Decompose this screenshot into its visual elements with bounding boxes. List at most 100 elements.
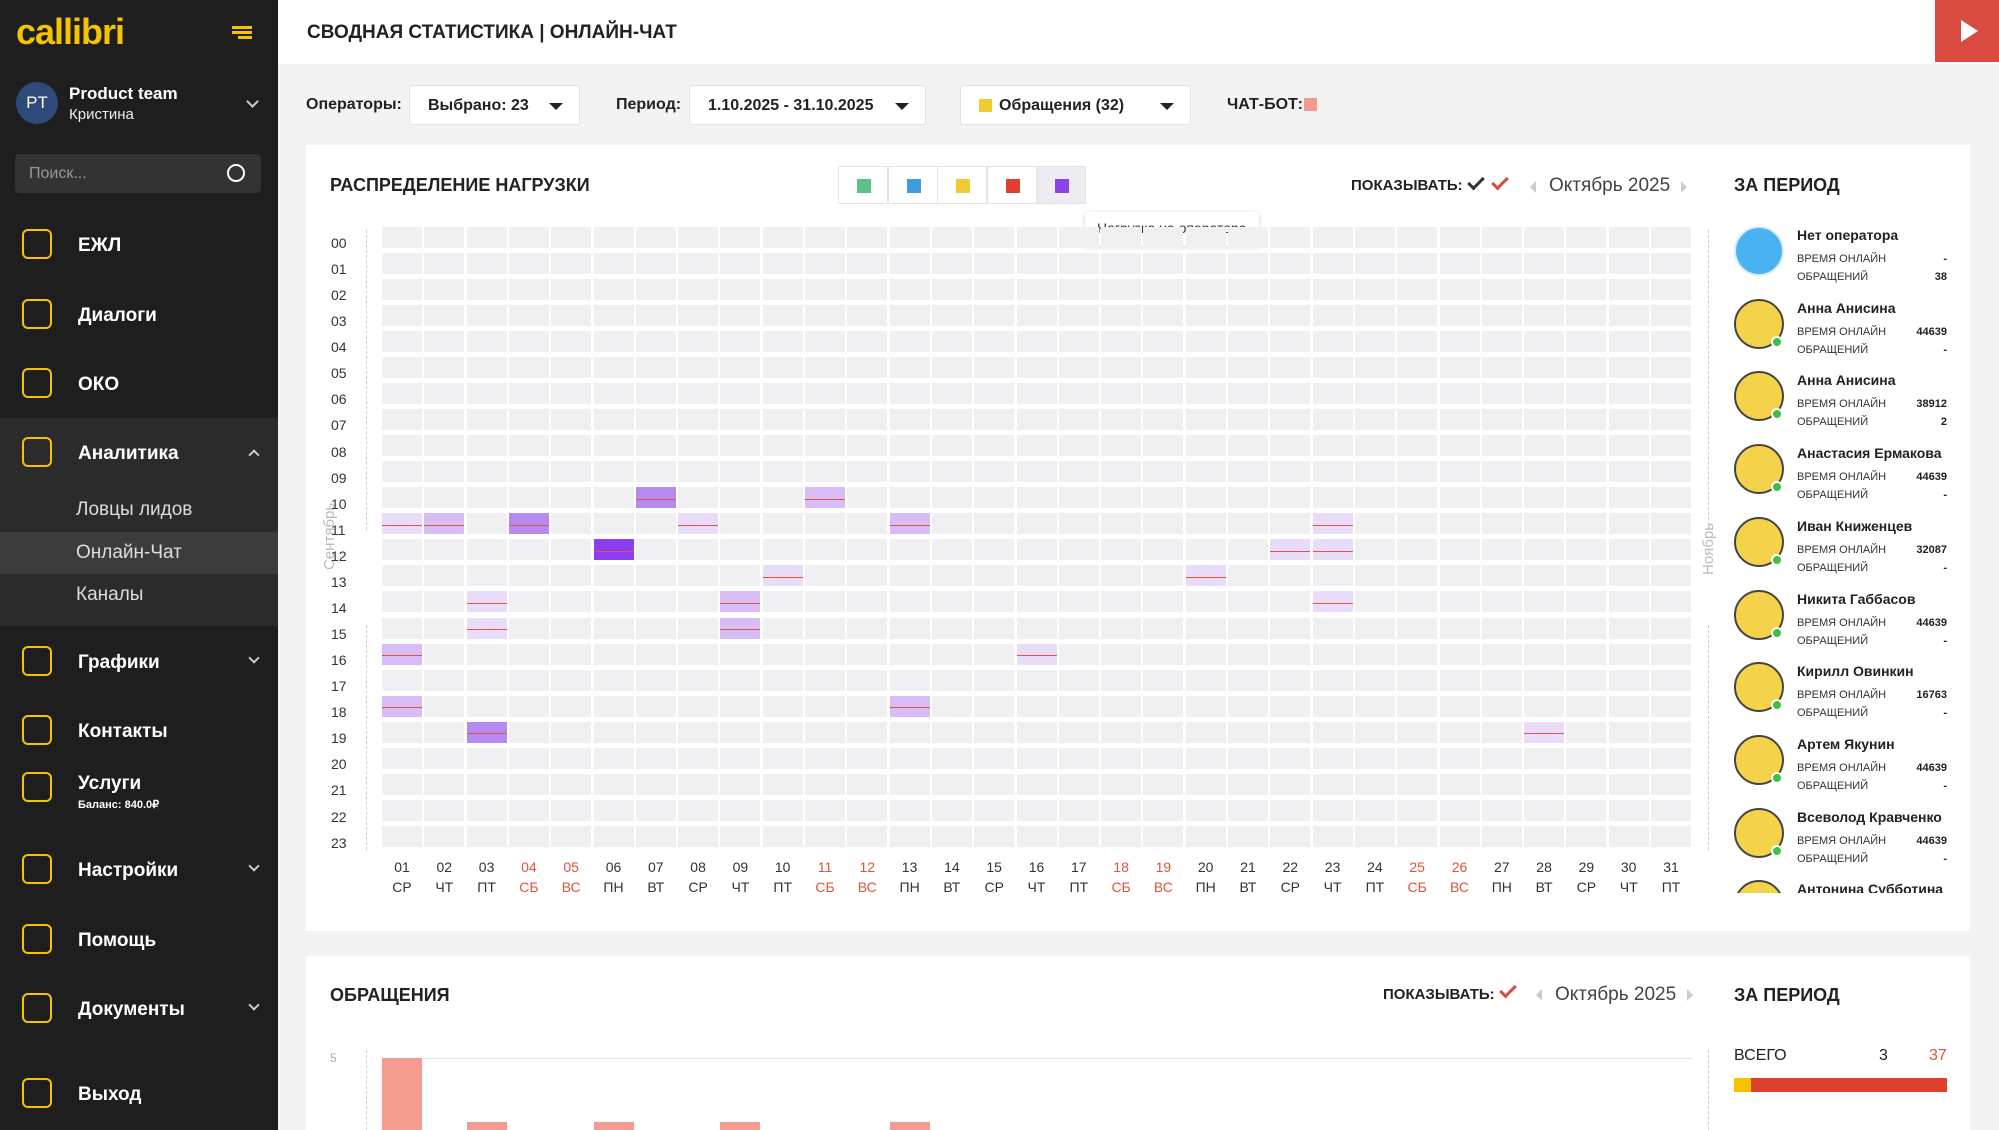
heat-cell-bg bbox=[551, 487, 592, 509]
chatbot-square[interactable] bbox=[1304, 98, 1317, 111]
menu-item[interactable]: Контакты bbox=[0, 701, 278, 761]
operator-avatar bbox=[1734, 516, 1784, 567]
operator-item[interactable]: Анна Анисина ВРЕМЯ ОНЛАЙН 38912 ОБРАЩЕНИЙ 2 bbox=[1734, 365, 1960, 437]
heat-cell-bg bbox=[1608, 278, 1649, 300]
heat-cell-bg bbox=[1058, 304, 1099, 326]
operator-item[interactable]: Анастасия Ермакова ВРЕМЯ ОНЛАЙН 44639 ОБРАЩ… bbox=[1734, 438, 1960, 510]
play-button[interactable] bbox=[1935, 0, 1999, 62]
heat-cell-bg bbox=[466, 643, 507, 665]
logo: callibri bbox=[16, 11, 125, 52]
heat-cell-bg bbox=[1397, 539, 1438, 561]
weekday-label: СБ bbox=[815, 879, 835, 895]
dropdown[interactable]: Выбрано: 23 bbox=[409, 85, 580, 125]
hour-label: 07 bbox=[331, 417, 347, 434]
heat-cell-bg bbox=[974, 487, 1015, 509]
operator-item[interactable]: Кирилл Овинкин ВРЕМЯ ОНЛАЙН 16763 ОБРАЩЕНИЙ… bbox=[1734, 656, 1960, 728]
heat-cell-bg bbox=[382, 565, 422, 587]
operator-item[interactable]: Никита Габбасов ВРЕМЯ ОНЛАЙН 44639 ОБРАЩЕНИ… bbox=[1734, 584, 1960, 656]
heat-cell-bg bbox=[382, 226, 422, 248]
menu-item[interactable]: Диалоги bbox=[0, 285, 278, 345]
heat-cell-bg bbox=[1270, 408, 1311, 430]
online-value: 44639 bbox=[1916, 616, 1947, 629]
operator-item[interactable]: Иван Книженцев ВРЕМЯ ОНЛАЙН 32087 ОБРАЩЕНИЙ… bbox=[1734, 511, 1960, 583]
heat-cell-bg bbox=[1524, 487, 1565, 509]
total-label: ВСЕГО bbox=[1734, 1047, 1787, 1064]
menu-item[interactable]: ОКО bbox=[0, 354, 278, 414]
menu-item[interactable]: Выход bbox=[0, 1064, 278, 1124]
heat-cell-bg bbox=[1185, 252, 1226, 274]
heat-cell-bg bbox=[1566, 356, 1607, 378]
heat-cell-bg bbox=[1312, 721, 1353, 743]
menu-item[interactable]: Помощь bbox=[0, 910, 278, 970]
hour-label: 01 bbox=[331, 261, 347, 278]
prev-arrow[interactable] bbox=[1536, 989, 1542, 1001]
weekday-label: ВС bbox=[561, 879, 581, 895]
heat-cell-bg bbox=[1228, 461, 1268, 483]
heat-cell-bg bbox=[974, 304, 1015, 326]
heat-cell-bg bbox=[1101, 330, 1142, 352]
check-icon[interactable] bbox=[1467, 172, 1485, 191]
submenu-item[interactable]: Каналы bbox=[76, 584, 144, 605]
heat-cell-bg bbox=[1524, 408, 1565, 430]
heat-cell-bg bbox=[1016, 721, 1057, 743]
prev-arrow[interactable] bbox=[1530, 181, 1536, 193]
heat-cell-bg bbox=[1143, 721, 1184, 743]
weekday-label: ВТ bbox=[1239, 879, 1257, 895]
heat-cell-bg bbox=[508, 435, 549, 457]
color-toggle[interactable] bbox=[838, 166, 888, 204]
heat-cell-bg bbox=[762, 721, 803, 743]
heat-cell-bg bbox=[847, 800, 888, 822]
submenu-item[interactable]: Онлайн-Чат bbox=[76, 541, 182, 563]
color-toggle[interactable] bbox=[887, 166, 938, 204]
operator-item[interactable]: Антонина СубботинаВРЕМЯ ОНЛАЙН-ОБРАЩЕНИЙ… bbox=[1734, 874, 1960, 893]
operator-item[interactable]: Нет оператора ВРЕМЯ ОНЛАЙН - ОБРАЩЕНИЙ 38 bbox=[1734, 220, 1960, 292]
heat-cell-bg bbox=[1058, 591, 1099, 613]
panel-title: ОБРАЩЕНИЯ bbox=[330, 985, 450, 1005]
color-toggle[interactable] bbox=[986, 166, 1037, 204]
hour-label: 13 bbox=[331, 573, 347, 590]
color-toggle[interactable] bbox=[937, 166, 988, 204]
heat-cell-bg bbox=[551, 800, 592, 822]
dropdown[interactable]: Обращения (32) bbox=[960, 85, 1191, 125]
online-label: ВРЕМЯ ОНЛАЙН bbox=[1797, 834, 1887, 847]
heat-cell-bg bbox=[1101, 826, 1142, 848]
menu-toggle[interactable] bbox=[232, 26, 252, 40]
heat-cell-bg bbox=[1397, 278, 1438, 300]
operator-item[interactable]: Всеволод Кравченко ВРЕМЯ ОНЛАЙН 44639 ОБРАЩ… bbox=[1734, 802, 1960, 874]
menu-item[interactable]: Услуги Баланс: 840.0₽ bbox=[0, 758, 278, 818]
heat-cell-bg bbox=[1354, 330, 1395, 352]
operator-item[interactable]: Анна Анисина ВРЕМЯ ОНЛАЙН 44639 ОБРАЩЕНИЙ - bbox=[1734, 293, 1960, 365]
menu-item[interactable]: ЕЖЛ bbox=[0, 215, 278, 275]
heat-cell-bg bbox=[424, 330, 465, 352]
menu-item[interactable]: Аналитика bbox=[0, 423, 278, 483]
heat-cell-bg bbox=[1312, 278, 1353, 300]
heat-cell-bg bbox=[508, 695, 549, 717]
heat-cell-bg bbox=[762, 747, 803, 769]
heat-cell-bg bbox=[1016, 226, 1057, 248]
menu-item[interactable]: Документы bbox=[0, 979, 278, 1039]
color-toggle[interactable] bbox=[1036, 166, 1087, 204]
menu-item[interactable]: Настройки bbox=[0, 840, 278, 900]
dropdown[interactable]: 1.10.2025 - 31.10.2025 bbox=[689, 85, 926, 125]
operator-avatar bbox=[1734, 880, 1784, 893]
heat-cell-bg bbox=[974, 643, 1015, 665]
heat-cell-bg bbox=[1354, 382, 1395, 404]
check-icon[interactable] bbox=[1499, 980, 1517, 999]
operator-item[interactable]: Артем Якунин ВРЕМЯ ОНЛАЙН 44639 ОБРАЩЕНИЙ - bbox=[1734, 729, 1960, 801]
menu-item[interactable]: Графики bbox=[0, 632, 278, 692]
heat-cell-bg bbox=[1397, 330, 1438, 352]
heat-cell-bg bbox=[1397, 408, 1438, 430]
operator-avatar bbox=[1734, 662, 1784, 713]
search-box[interactable]: Поиск... bbox=[15, 154, 261, 193]
heat-cell-bg bbox=[847, 356, 888, 378]
next-month-label[interactable]: Ноябрь bbox=[1700, 522, 1717, 575]
check-icon[interactable] bbox=[1491, 172, 1509, 191]
next-arrow[interactable] bbox=[1687, 989, 1693, 1001]
next-arrow[interactable] bbox=[1681, 181, 1687, 193]
heat-cell-bg bbox=[931, 408, 972, 430]
day-label: 01 bbox=[394, 859, 410, 875]
submenu-item[interactable]: Ловцы лидов bbox=[76, 499, 193, 520]
chevron[interactable] bbox=[246, 95, 259, 108]
day-label: 18 bbox=[1113, 859, 1129, 875]
